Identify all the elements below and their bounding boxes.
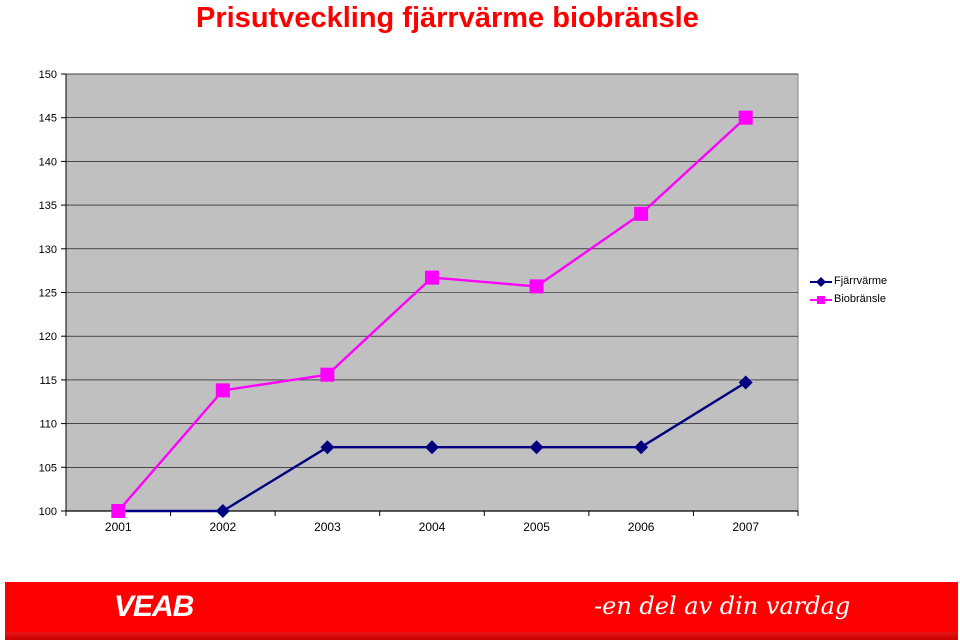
y-tick-label: 120 bbox=[39, 331, 57, 343]
y-tick-label: 145 bbox=[39, 113, 57, 125]
y-tick-label: 110 bbox=[39, 419, 57, 431]
footer-bar bbox=[5, 582, 958, 632]
y-tick-label: 150 bbox=[39, 69, 57, 81]
tagline-script: -en del av din vardag bbox=[594, 592, 850, 620]
series-1-point bbox=[320, 367, 335, 382]
y-tick-label: 130 bbox=[39, 244, 57, 256]
square-marker-icon bbox=[810, 296, 832, 304]
svg-text:-en del av din vardag: -en del av din vardag bbox=[594, 592, 850, 620]
series-1-point bbox=[215, 383, 230, 398]
series-0-point bbox=[215, 504, 230, 518]
legend: Fjärrvärme Biobränsle bbox=[810, 274, 894, 308]
line-chart: 100 105 110 115 120 125 130 135 140 145 150 2001 200… bbox=[39, 69, 799, 534]
x-tick-label: 2003 bbox=[314, 520, 341, 534]
footer-shade bbox=[5, 632, 958, 640]
diamond-marker-icon bbox=[810, 277, 832, 287]
series-0-point bbox=[529, 440, 544, 455]
x-tick-label: 2006 bbox=[628, 520, 655, 534]
series-0-point bbox=[634, 440, 649, 455]
legend-item-fjarrvarme: Fjärrvärme bbox=[810, 274, 900, 290]
y-tick-label: 105 bbox=[39, 462, 57, 474]
x-tick-label: 2005 bbox=[523, 520, 550, 534]
y-tick-label: 125 bbox=[39, 288, 57, 300]
series-0-point bbox=[738, 375, 753, 390]
y-tick-label: 140 bbox=[39, 156, 57, 168]
grid-lines bbox=[61, 73, 798, 512]
x-tick-label: 2007 bbox=[732, 520, 759, 534]
legend-item-biobransle: Biobränsle bbox=[810, 292, 900, 308]
series-layer bbox=[111, 110, 753, 518]
series-1-point bbox=[529, 279, 544, 294]
tick-labels: 100 105 110 115 120 125 130 135 140 145 150 2001 200… bbox=[39, 69, 760, 534]
veab-logo: VEAB bbox=[114, 590, 195, 623]
y-tick-label: 135 bbox=[39, 200, 57, 212]
series-1-point bbox=[634, 206, 649, 221]
y-tick-label: 100 bbox=[39, 506, 57, 518]
series-0-point bbox=[320, 440, 335, 455]
svg-text:VEAB: VEAB bbox=[114, 590, 194, 623]
x-tick-label: 2001 bbox=[105, 520, 132, 534]
y-tick-label: 115 bbox=[39, 375, 57, 387]
x-tick-label: 2004 bbox=[419, 520, 446, 534]
series-1-point bbox=[111, 504, 126, 518]
x-tick-label: 2002 bbox=[210, 520, 237, 534]
legend-label: Fjärrvärme bbox=[834, 275, 888, 287]
series-1-point bbox=[738, 110, 753, 125]
legend-label: Biobränsle bbox=[834, 293, 886, 305]
series-0-point bbox=[425, 440, 439, 455]
series-1-point bbox=[425, 270, 439, 285]
page-title: Prisutveckling fjärrvärme biobränsle bbox=[196, 2, 699, 34]
